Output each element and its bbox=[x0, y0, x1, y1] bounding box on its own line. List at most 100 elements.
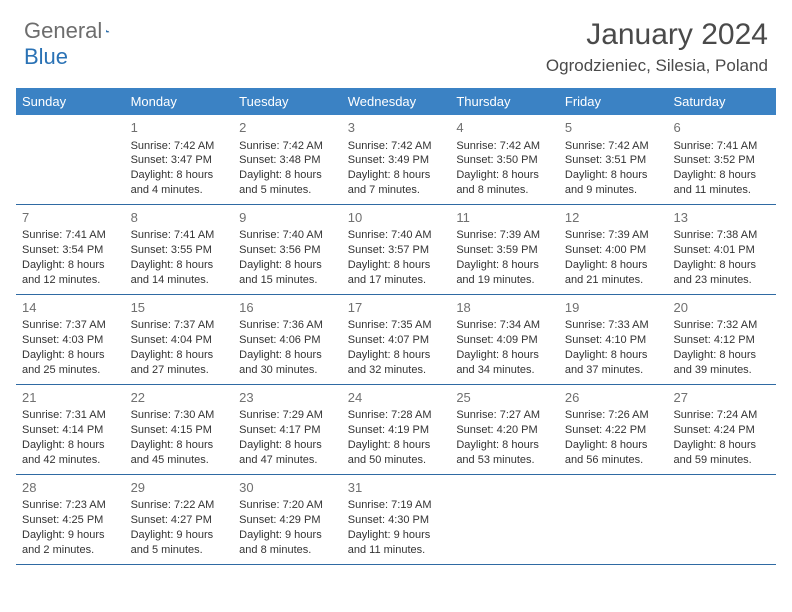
day-info-line: and 53 minutes. bbox=[456, 453, 553, 468]
day-info-line: Sunset: 4:19 PM bbox=[348, 423, 445, 438]
calendar-header-row: SundayMondayTuesdayWednesdayThursdayFrid… bbox=[16, 88, 776, 115]
day-number: 29 bbox=[131, 479, 228, 497]
day-info-line: and 5 minutes. bbox=[239, 183, 336, 198]
logo: General bbox=[24, 18, 130, 44]
day-info-line: and 32 minutes. bbox=[348, 363, 445, 378]
calendar-day-blank bbox=[559, 475, 668, 564]
day-info-line: Sunrise: 7:40 AM bbox=[239, 228, 336, 243]
day-number: 5 bbox=[565, 119, 662, 137]
calendar-day: 29Sunrise: 7:22 AMSunset: 4:27 PMDayligh… bbox=[125, 475, 234, 564]
day-info-line: Sunrise: 7:28 AM bbox=[348, 408, 445, 423]
weekday-header: Saturday bbox=[667, 88, 776, 115]
day-number: 30 bbox=[239, 479, 336, 497]
logo-text-blue: Blue bbox=[24, 44, 68, 69]
day-info-line: Sunset: 4:30 PM bbox=[348, 513, 445, 528]
day-info-line: Sunrise: 7:38 AM bbox=[673, 228, 770, 243]
day-info-line: Sunrise: 7:30 AM bbox=[131, 408, 228, 423]
calendar-day: 18Sunrise: 7:34 AMSunset: 4:09 PMDayligh… bbox=[450, 295, 559, 384]
day-info-line: and 8 minutes. bbox=[239, 543, 336, 558]
day-info-line: Sunset: 4:09 PM bbox=[456, 333, 553, 348]
day-info-line: Sunset: 3:49 PM bbox=[348, 153, 445, 168]
calendar-day: 22Sunrise: 7:30 AMSunset: 4:15 PMDayligh… bbox=[125, 385, 234, 474]
day-info-line: Sunset: 3:55 PM bbox=[131, 243, 228, 258]
day-info-line: Daylight: 8 hours bbox=[565, 258, 662, 273]
day-info-line: Daylight: 8 hours bbox=[456, 348, 553, 363]
calendar-day: 11Sunrise: 7:39 AMSunset: 3:59 PMDayligh… bbox=[450, 205, 559, 294]
day-info-line: Sunrise: 7:24 AM bbox=[673, 408, 770, 423]
day-info-line: Sunrise: 7:27 AM bbox=[456, 408, 553, 423]
day-info-line: Daylight: 8 hours bbox=[348, 438, 445, 453]
day-number: 19 bbox=[565, 299, 662, 317]
day-info-line: and 4 minutes. bbox=[131, 183, 228, 198]
day-info-line: Daylight: 8 hours bbox=[673, 258, 770, 273]
day-info-line: Sunrise: 7:41 AM bbox=[131, 228, 228, 243]
day-info-line: Sunrise: 7:42 AM bbox=[565, 139, 662, 154]
day-number: 17 bbox=[348, 299, 445, 317]
day-info-line: Sunrise: 7:42 AM bbox=[239, 139, 336, 154]
day-info-line: and 37 minutes. bbox=[565, 363, 662, 378]
calendar-day: 8Sunrise: 7:41 AMSunset: 3:55 PMDaylight… bbox=[125, 205, 234, 294]
calendar-day: 12Sunrise: 7:39 AMSunset: 4:00 PMDayligh… bbox=[559, 205, 668, 294]
day-info-line: Daylight: 8 hours bbox=[565, 348, 662, 363]
calendar-day: 16Sunrise: 7:36 AMSunset: 4:06 PMDayligh… bbox=[233, 295, 342, 384]
day-info-line: and 17 minutes. bbox=[348, 273, 445, 288]
day-info-line: Sunrise: 7:26 AM bbox=[565, 408, 662, 423]
day-info-line: and 15 minutes. bbox=[239, 273, 336, 288]
calendar-row: 7Sunrise: 7:41 AMSunset: 3:54 PMDaylight… bbox=[16, 205, 776, 295]
day-info-line: Sunset: 4:12 PM bbox=[673, 333, 770, 348]
day-info-line: Daylight: 8 hours bbox=[456, 258, 553, 273]
day-info-line: Daylight: 9 hours bbox=[348, 528, 445, 543]
location: Ogrodzieniec, Silesia, Poland bbox=[546, 56, 768, 76]
day-info-line: Sunrise: 7:33 AM bbox=[565, 318, 662, 333]
calendar-day: 2Sunrise: 7:42 AMSunset: 3:48 PMDaylight… bbox=[233, 115, 342, 204]
month-title: January 2024 bbox=[546, 18, 768, 52]
calendar-day: 13Sunrise: 7:38 AMSunset: 4:01 PMDayligh… bbox=[667, 205, 776, 294]
day-info-line: Sunset: 4:17 PM bbox=[239, 423, 336, 438]
calendar-day: 15Sunrise: 7:37 AMSunset: 4:04 PMDayligh… bbox=[125, 295, 234, 384]
day-info-line: Sunrise: 7:42 AM bbox=[131, 139, 228, 154]
day-info-line: Daylight: 8 hours bbox=[565, 438, 662, 453]
day-number: 12 bbox=[565, 209, 662, 227]
day-number: 6 bbox=[673, 119, 770, 137]
day-number: 18 bbox=[456, 299, 553, 317]
day-info-line: Daylight: 9 hours bbox=[131, 528, 228, 543]
calendar-day-blank bbox=[667, 475, 776, 564]
day-number: 21 bbox=[22, 389, 119, 407]
calendar-day: 5Sunrise: 7:42 AMSunset: 3:51 PMDaylight… bbox=[559, 115, 668, 204]
calendar-day-blank bbox=[16, 115, 125, 204]
day-info-line: and 12 minutes. bbox=[22, 273, 119, 288]
day-number: 31 bbox=[348, 479, 445, 497]
calendar-day: 20Sunrise: 7:32 AMSunset: 4:12 PMDayligh… bbox=[667, 295, 776, 384]
day-number: 24 bbox=[348, 389, 445, 407]
day-info-line: Sunset: 3:47 PM bbox=[131, 153, 228, 168]
calendar-row: 14Sunrise: 7:37 AMSunset: 4:03 PMDayligh… bbox=[16, 295, 776, 385]
calendar-day: 25Sunrise: 7:27 AMSunset: 4:20 PMDayligh… bbox=[450, 385, 559, 474]
day-info-line: Daylight: 8 hours bbox=[131, 168, 228, 183]
day-info-line: Sunrise: 7:41 AM bbox=[22, 228, 119, 243]
day-info-line: Sunrise: 7:36 AM bbox=[239, 318, 336, 333]
calendar-day: 6Sunrise: 7:41 AMSunset: 3:52 PMDaylight… bbox=[667, 115, 776, 204]
logo-text-general: General bbox=[24, 18, 102, 44]
day-info-line: and 19 minutes. bbox=[456, 273, 553, 288]
day-number: 22 bbox=[131, 389, 228, 407]
day-info-line: Daylight: 8 hours bbox=[239, 348, 336, 363]
day-info-line: Sunrise: 7:42 AM bbox=[456, 139, 553, 154]
calendar-day: 31Sunrise: 7:19 AMSunset: 4:30 PMDayligh… bbox=[342, 475, 451, 564]
day-info-line: Sunrise: 7:32 AM bbox=[673, 318, 770, 333]
day-info-line: and 21 minutes. bbox=[565, 273, 662, 288]
calendar-day: 9Sunrise: 7:40 AMSunset: 3:56 PMDaylight… bbox=[233, 205, 342, 294]
calendar-day: 7Sunrise: 7:41 AMSunset: 3:54 PMDaylight… bbox=[16, 205, 125, 294]
day-info-line: Sunrise: 7:34 AM bbox=[456, 318, 553, 333]
day-number: 7 bbox=[22, 209, 119, 227]
day-info-line: Daylight: 8 hours bbox=[673, 168, 770, 183]
header: General January 2024 Ogrodzieniec, Siles… bbox=[0, 0, 792, 84]
day-info-line: Daylight: 8 hours bbox=[348, 348, 445, 363]
day-info-line: Daylight: 8 hours bbox=[456, 168, 553, 183]
day-info-line: Sunrise: 7:22 AM bbox=[131, 498, 228, 513]
day-info-line: Sunrise: 7:39 AM bbox=[565, 228, 662, 243]
day-info-line: Sunrise: 7:41 AM bbox=[673, 139, 770, 154]
day-number: 13 bbox=[673, 209, 770, 227]
calendar-day: 26Sunrise: 7:26 AMSunset: 4:22 PMDayligh… bbox=[559, 385, 668, 474]
day-info-line: and 11 minutes. bbox=[348, 543, 445, 558]
day-info-line: and 50 minutes. bbox=[348, 453, 445, 468]
